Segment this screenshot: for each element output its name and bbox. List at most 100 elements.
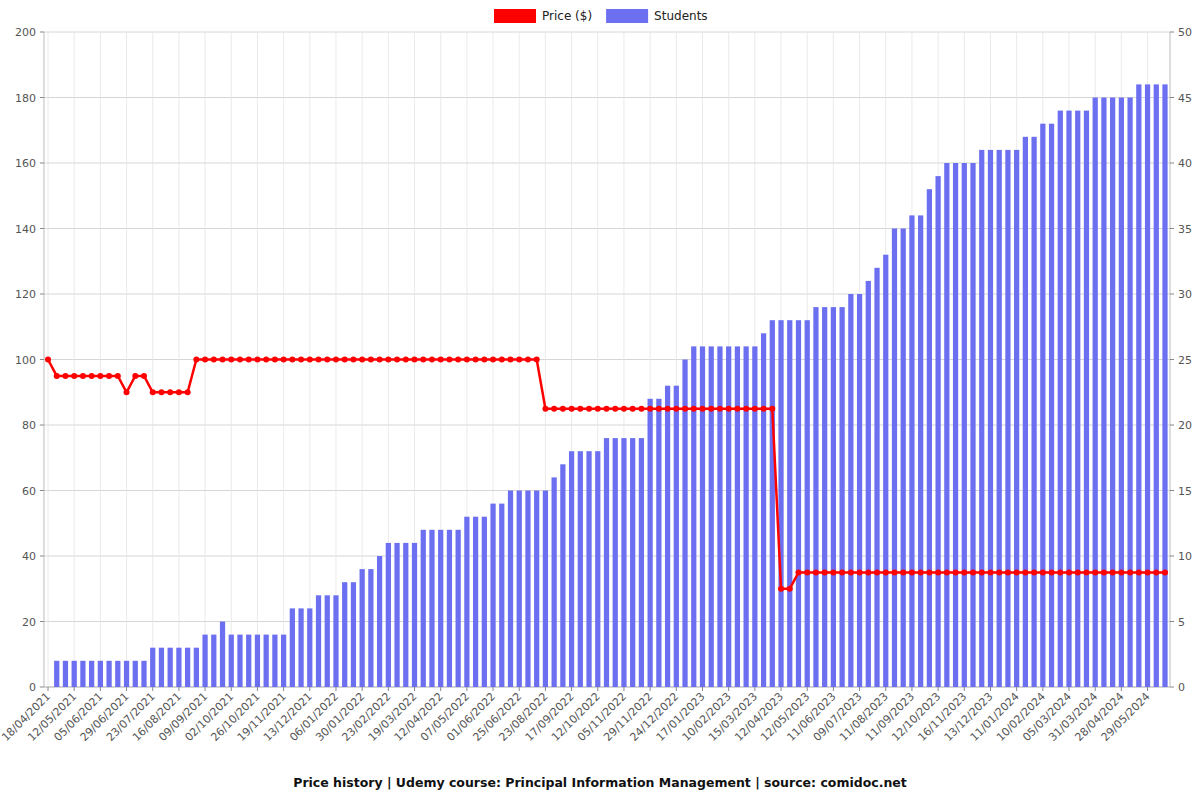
marker [1127,569,1133,575]
y2-tick-label: 50 [1178,26,1192,39]
marker [237,357,243,363]
marker [1083,569,1089,575]
tick [859,687,860,691]
marker [577,406,583,412]
marker [665,406,671,412]
y-tick-label: 120 [15,288,36,301]
marker [630,406,636,412]
marker [185,389,191,395]
bar [508,491,513,688]
bar [970,163,975,687]
marker [961,569,967,575]
marker [377,357,383,363]
marker [891,569,897,575]
tick [1170,359,1174,360]
bar [674,386,679,687]
tick [545,687,546,691]
tick [388,687,389,691]
bar [1101,98,1106,688]
y2-tick-label: 10 [1178,550,1192,563]
marker [211,357,217,363]
legend-swatch [494,9,536,23]
bar [456,530,461,687]
y2-tick-label: 20 [1178,419,1192,432]
grid-line [178,32,179,687]
bar [159,648,164,687]
marker [1145,569,1151,575]
marker [80,373,86,379]
tick [309,687,310,691]
line [48,360,1165,589]
tick [178,687,179,691]
marker [1118,569,1124,575]
bar [490,504,495,687]
bar [133,661,138,687]
marker [71,373,77,379]
marker [542,406,548,412]
bar [944,163,949,687]
bar [988,150,993,687]
marker [604,406,610,412]
marker [438,357,444,363]
bar [290,608,295,687]
marker [1066,569,1072,575]
tick [1042,687,1043,691]
marker [106,373,112,379]
grid-line [100,32,101,687]
marker [420,357,426,363]
bar [569,451,574,687]
bar [534,491,539,688]
tick [781,687,782,691]
bar [386,543,391,687]
bar [141,661,146,687]
bar [1031,137,1036,687]
marker [595,406,601,412]
marker [857,569,863,575]
grid-line [74,32,75,687]
marker [1022,569,1028,575]
bar [1127,98,1132,688]
bar [586,451,591,687]
y2-tick-label: 30 [1178,288,1192,301]
bar [447,530,452,687]
bar [307,608,312,687]
grid-line [126,32,127,687]
bar [412,543,417,687]
bar [997,150,1002,687]
grid-line [44,97,1170,98]
tick [40,359,44,360]
bar [1023,137,1028,687]
y-tick-label: 180 [15,92,36,105]
tick [466,687,467,691]
marker [455,357,461,363]
marker [935,569,941,575]
tick [40,556,44,557]
bar [735,346,740,687]
tick [440,687,441,691]
bar [630,438,635,687]
marker [586,406,592,412]
marker [307,357,313,363]
bar [377,556,382,687]
marker [1014,569,1020,575]
bar [979,150,984,687]
tick [1170,490,1174,491]
marker [97,373,103,379]
tick [1121,687,1122,691]
marker [708,406,714,412]
bar [45,687,50,688]
marker [481,357,487,363]
marker [202,357,208,363]
marker [289,357,295,363]
marker [874,569,880,575]
marker [734,406,740,412]
marker [926,569,932,575]
marker [359,357,365,363]
bar [726,346,731,687]
bar [229,635,234,687]
y2-tick-label: 0 [1178,681,1185,694]
marker [944,569,950,575]
marker [473,357,479,363]
bar [176,648,181,687]
marker [918,569,924,575]
